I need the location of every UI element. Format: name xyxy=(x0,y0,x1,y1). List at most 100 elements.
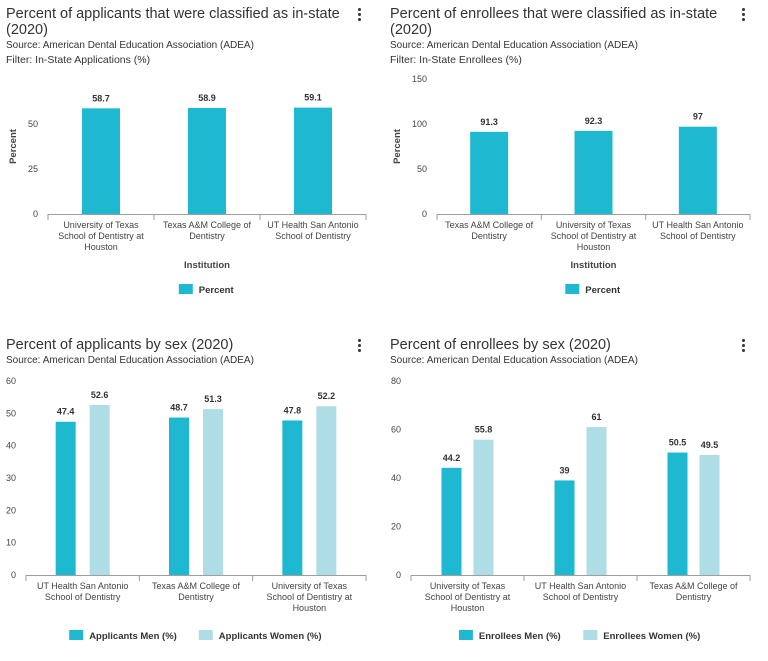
legend-label: Enrollees Women (%) xyxy=(603,631,700,642)
y-tick-label: 50 xyxy=(417,164,427,174)
chart-filter: Filter: In-State Applications (%) xyxy=(6,54,151,66)
legend-swatch xyxy=(198,630,213,640)
bar xyxy=(316,406,337,575)
x-tick-label: Dentistry xyxy=(189,231,225,241)
bar xyxy=(678,126,717,214)
bar xyxy=(169,417,189,575)
x-tick-label: University of Texas xyxy=(556,220,632,230)
x-tick-label: UT Health San Antonio xyxy=(535,581,626,591)
x-tick-label: Houston xyxy=(84,242,118,252)
x-tick-label: Texas A&M College of xyxy=(163,220,252,230)
chart-panel-enrollees-by-sex: Percent of enrollees by sex (2020) Sourc… xyxy=(384,331,768,661)
x-tick-label: University of Texas xyxy=(272,581,348,591)
y-tick-label: 80 xyxy=(391,376,401,386)
x-tick-label: UT Health San Antonio xyxy=(652,220,743,230)
data-label: 47.4 xyxy=(57,407,75,417)
data-label: 52.2 xyxy=(318,391,336,401)
y-tick-label: 40 xyxy=(391,473,401,483)
legend-label: Percent xyxy=(199,285,235,296)
legend-swatch xyxy=(565,284,580,294)
y-tick-label: 0 xyxy=(396,570,401,580)
bar xyxy=(699,454,720,575)
legend-label: Enrollees Men (%) xyxy=(479,631,561,642)
y-tick-label: 60 xyxy=(391,425,401,435)
legend-swatch xyxy=(583,630,598,640)
x-tick-label: School of Dentistry xyxy=(275,231,351,241)
data-label: 92.3 xyxy=(585,116,603,126)
bar xyxy=(470,131,509,214)
legend-swatch xyxy=(458,630,473,640)
bar xyxy=(294,107,332,214)
chart-source: Source: American Dental Education Associ… xyxy=(390,40,638,51)
more-vert-icon[interactable] xyxy=(742,339,746,355)
x-tick-label: School of Dentistry at xyxy=(267,592,353,602)
x-tick-label: School of Dentistry xyxy=(660,231,736,241)
x-tick-label: Houston xyxy=(451,603,485,613)
bar-chart: 0 50 100 150 Percent Texas A&M College ofDent… xyxy=(392,74,751,296)
more-vert-icon[interactable] xyxy=(358,339,362,355)
x-tick-label: School of Dentistry at xyxy=(551,231,637,241)
bar xyxy=(55,421,76,575)
x-tick-label: Dentistry xyxy=(471,231,507,241)
bar xyxy=(554,480,575,575)
bar xyxy=(282,420,303,575)
x-tick-label: School of Dentistry xyxy=(45,592,121,602)
y-axis-label: Percent xyxy=(392,128,403,164)
more-vert-icon[interactable] xyxy=(742,8,746,24)
bar xyxy=(473,439,494,575)
data-label: 51.3 xyxy=(204,394,222,404)
x-tick-label: Dentistry xyxy=(676,592,712,602)
y-tick-label: 30 xyxy=(6,473,16,483)
bar xyxy=(188,107,226,214)
legend-label: Applicants Women (%) xyxy=(219,631,322,642)
x-tick-label: UT Health San Antonio xyxy=(267,220,358,230)
bar xyxy=(203,409,223,575)
data-label: 48.7 xyxy=(170,403,188,413)
bar xyxy=(89,404,110,575)
y-tick-label: 20 xyxy=(6,505,16,515)
legend-swatch xyxy=(69,630,84,640)
legend-label: Applicants Men (%) xyxy=(89,631,177,642)
x-tick-label: School of Dentistry xyxy=(543,592,619,602)
chart-source: Source: American Dental Education Associ… xyxy=(6,40,254,51)
data-label: 39 xyxy=(559,465,569,475)
more-vert-icon[interactable] xyxy=(358,8,362,24)
x-tick-label: Texas A&M College of xyxy=(445,220,534,230)
data-label: 50.5 xyxy=(669,438,687,448)
y-tick-label: 25 xyxy=(28,164,38,174)
chart-title: Percent of applicants that were classifi… xyxy=(6,6,340,38)
y-tick-label: 40 xyxy=(6,441,16,451)
bar xyxy=(667,452,688,575)
data-label: 58.9 xyxy=(198,93,216,103)
x-tick-label: Texas A&M College of xyxy=(152,581,241,591)
chart-panel-applicants-in-state: Percent of applicants that were classifi… xyxy=(0,0,384,330)
chart-panel-enrollees-in-state: Percent of enrollees that were classifie… xyxy=(384,0,768,330)
y-axis-label: Percent xyxy=(8,128,19,164)
data-label: 97 xyxy=(693,112,703,122)
y-tick-label: 50 xyxy=(28,119,38,129)
x-tick-label: Houston xyxy=(293,603,327,613)
data-label: 58.7 xyxy=(92,93,110,103)
data-label: 47.8 xyxy=(284,405,302,415)
chart-title: Percent of applicants by sex (2020) xyxy=(6,337,234,353)
y-tick-label: 0 xyxy=(33,209,38,219)
data-label: 52.6 xyxy=(91,390,109,400)
legend-swatch xyxy=(178,284,193,294)
data-label: 49.5 xyxy=(701,440,719,450)
y-tick-label: 50 xyxy=(6,408,16,418)
bar xyxy=(441,467,462,575)
chart-source: Source: American Dental Education Associ… xyxy=(390,355,638,366)
bar xyxy=(82,108,120,214)
y-tick-label: 150 xyxy=(412,74,427,84)
chart-source: Source: American Dental Education Associ… xyxy=(6,355,254,366)
x-axis-label: Institution xyxy=(184,260,230,271)
x-tick-label: School of Dentistry at xyxy=(425,592,511,602)
data-label: 91.3 xyxy=(480,117,498,127)
y-tick-label: 0 xyxy=(11,570,16,580)
bar xyxy=(574,130,613,214)
chart-panel-applicants-by-sex: Percent of applicants by sex (2020) Sour… xyxy=(0,331,384,661)
legend-label: Percent xyxy=(585,285,621,296)
